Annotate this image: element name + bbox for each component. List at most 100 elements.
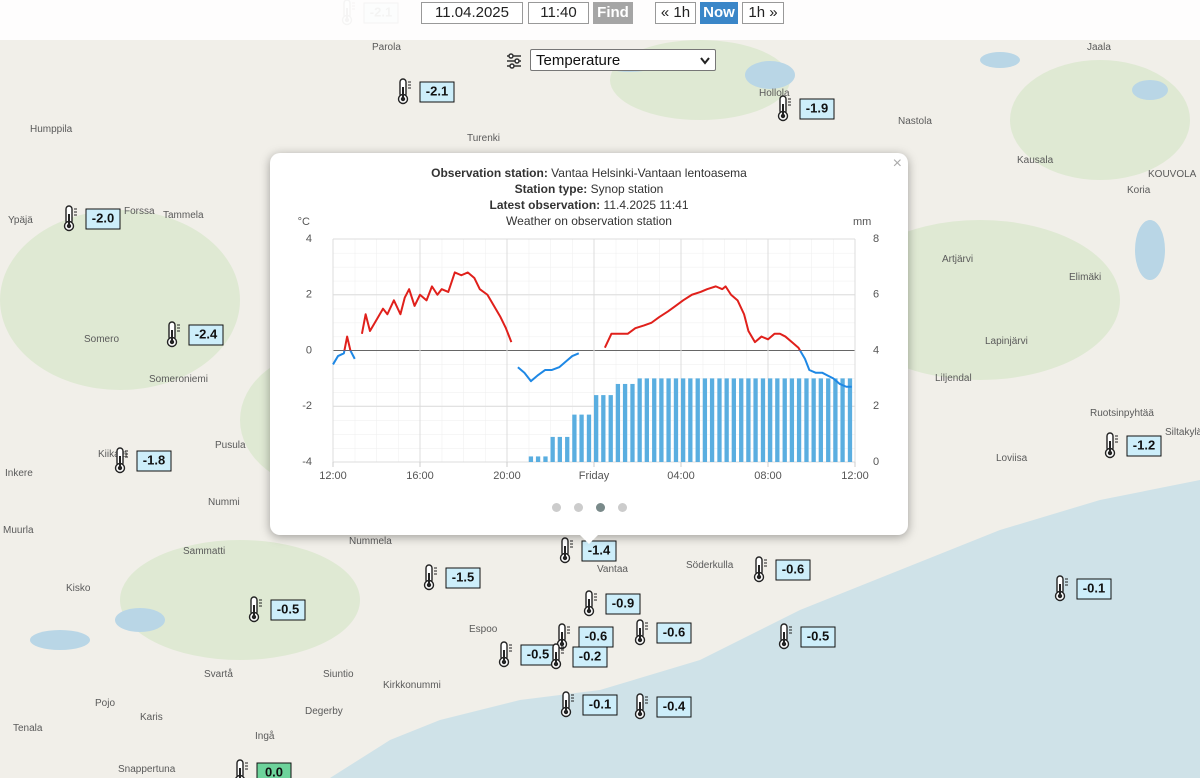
temperature-line (332, 271, 852, 388)
value-box (572, 646, 608, 668)
select-arrow (700, 57, 710, 65)
station-marker[interactable]: -1.4 (559, 537, 617, 564)
station-marker[interactable]: 0.0 (235, 759, 292, 778)
station-value: -0.6 (585, 628, 607, 643)
find-button[interactable]: Find (593, 2, 633, 24)
precipitation-bar (644, 378, 649, 462)
value-box (582, 694, 618, 716)
thermometer-fill (400, 96, 406, 102)
station-marker[interactable]: -0.2 (550, 643, 608, 670)
chart-title: Weather on observation station (506, 214, 672, 228)
thermometer-fill (559, 641, 565, 647)
page-dot[interactable] (552, 503, 561, 512)
y2-tick-label: 8 (873, 233, 879, 245)
station-marker[interactable]: -2.1 (397, 78, 455, 105)
station-marker[interactable]: -0.6 (556, 623, 614, 650)
y-axis-label: °C (298, 216, 310, 228)
thermometer-fill (501, 659, 507, 665)
precipitation-bar (586, 414, 592, 462)
station-marker[interactable]: -0.6 (634, 619, 692, 646)
station-marker[interactable]: -1.5 (423, 564, 481, 591)
forward-button[interactable]: 1h » (742, 2, 784, 24)
precipitation-bar (579, 414, 584, 462)
filter-icon[interactable] (505, 52, 523, 70)
popup-tail (578, 533, 600, 544)
value-box (799, 98, 835, 120)
layer-select[interactable]: Temperature (530, 49, 716, 71)
station-marker[interactable]: -0.5 (248, 596, 306, 623)
precipitation-bar (688, 378, 693, 462)
station-value: -1.5 (452, 569, 474, 584)
station-marker[interactable]: -0.6 (753, 556, 811, 583)
back-button[interactable]: « 1h (655, 2, 696, 24)
station-marker[interactable]: -1.2 (1104, 432, 1162, 459)
precipitation-bar (630, 383, 635, 462)
x-tick-label: Friday (579, 470, 610, 482)
place-label: KOUVOLA (1148, 169, 1197, 180)
precipitation-bar (659, 378, 664, 462)
chart: °C mm -4 -2 0 2 4 0 2 4 6 8 12:00 16:00 20:00 Friday 0… (298, 216, 879, 482)
thermometer-fill (1107, 450, 1113, 456)
station-value: -0.4 (663, 698, 686, 713)
station-marker[interactable]: -0.1 (1054, 575, 1112, 602)
precipitation-bar (709, 378, 715, 462)
station-value: -0.2 (579, 648, 601, 663)
value-box (800, 626, 836, 648)
place-label: Humppila (30, 124, 73, 135)
place-label: Degerby (305, 706, 343, 717)
precipitation-bar (572, 414, 577, 462)
page-dot[interactable] (574, 503, 583, 512)
station-marker[interactable]: -0.1 (560, 691, 618, 718)
date-input[interactable]: 11.04.2025 (421, 2, 523, 24)
precipitation-bar (550, 436, 555, 462)
place-label: Nastola (898, 116, 932, 127)
station-value: -0.5 (807, 628, 829, 643)
precipitation-bar (615, 383, 621, 462)
station-marker[interactable]: -0.5 (498, 641, 556, 668)
thermometer-fill (426, 582, 432, 588)
place-label: Kausala (1017, 155, 1054, 166)
precipitation-bar (811, 378, 816, 462)
label: Observation station: (431, 166, 548, 180)
station-value: -2.1 (426, 83, 448, 98)
precipitation-bar (695, 378, 700, 462)
page-dot-active[interactable] (596, 503, 605, 512)
page-dot[interactable] (618, 503, 627, 512)
thermometer-fill (169, 339, 175, 345)
station-marker[interactable]: -2.0 (63, 205, 121, 232)
place-label: Lapinjärvi (985, 336, 1028, 347)
precipitation-bar (528, 456, 534, 462)
place-labels: Parola Jaala Hollola Humppila Nastola Turenki… (3, 42, 1200, 775)
now-button[interactable]: Now (700, 2, 738, 24)
y-tick-label: -4 (302, 456, 312, 468)
place-label: Inkere (5, 468, 33, 479)
precipitation-bar (833, 378, 838, 462)
place-label: Someroniemi (149, 374, 208, 385)
thermometer-fill (1057, 593, 1063, 599)
close-button[interactable]: × (892, 155, 902, 172)
station-marker[interactable]: -0.9 (583, 590, 641, 617)
place-label: Hollola (759, 88, 790, 99)
station-marker[interactable]: -0.5 (778, 623, 836, 650)
place-label: Siltakylä (1165, 427, 1200, 438)
label: Station type: (514, 182, 588, 196)
thermometer-fill (781, 641, 787, 647)
place-label: Pusula (215, 440, 246, 451)
precipitation-bar (760, 378, 766, 462)
station-value: -1.8 (143, 452, 165, 467)
station-marker[interactable]: -1.8 (114, 447, 172, 474)
place-label: Koria (1127, 185, 1151, 196)
station-marker[interactable]: -0.4 (634, 693, 692, 720)
precipitation-bar (543, 456, 548, 462)
y-tick-label: 0 (306, 344, 312, 356)
y2-tick-label: 2 (873, 400, 879, 412)
place-label: Ruotsinpyhtää (1090, 408, 1154, 419)
place-label: Karis (140, 712, 163, 723)
station-marker[interactable]: -1.9 (777, 95, 835, 122)
value-box (656, 696, 692, 718)
station-marker[interactable]: -2.4 (166, 321, 224, 348)
place-label: Jaala (1087, 42, 1111, 53)
thermometer-fill (780, 113, 786, 119)
precipitation-bar (826, 378, 831, 462)
time-input[interactable]: 11:40 (528, 2, 589, 24)
